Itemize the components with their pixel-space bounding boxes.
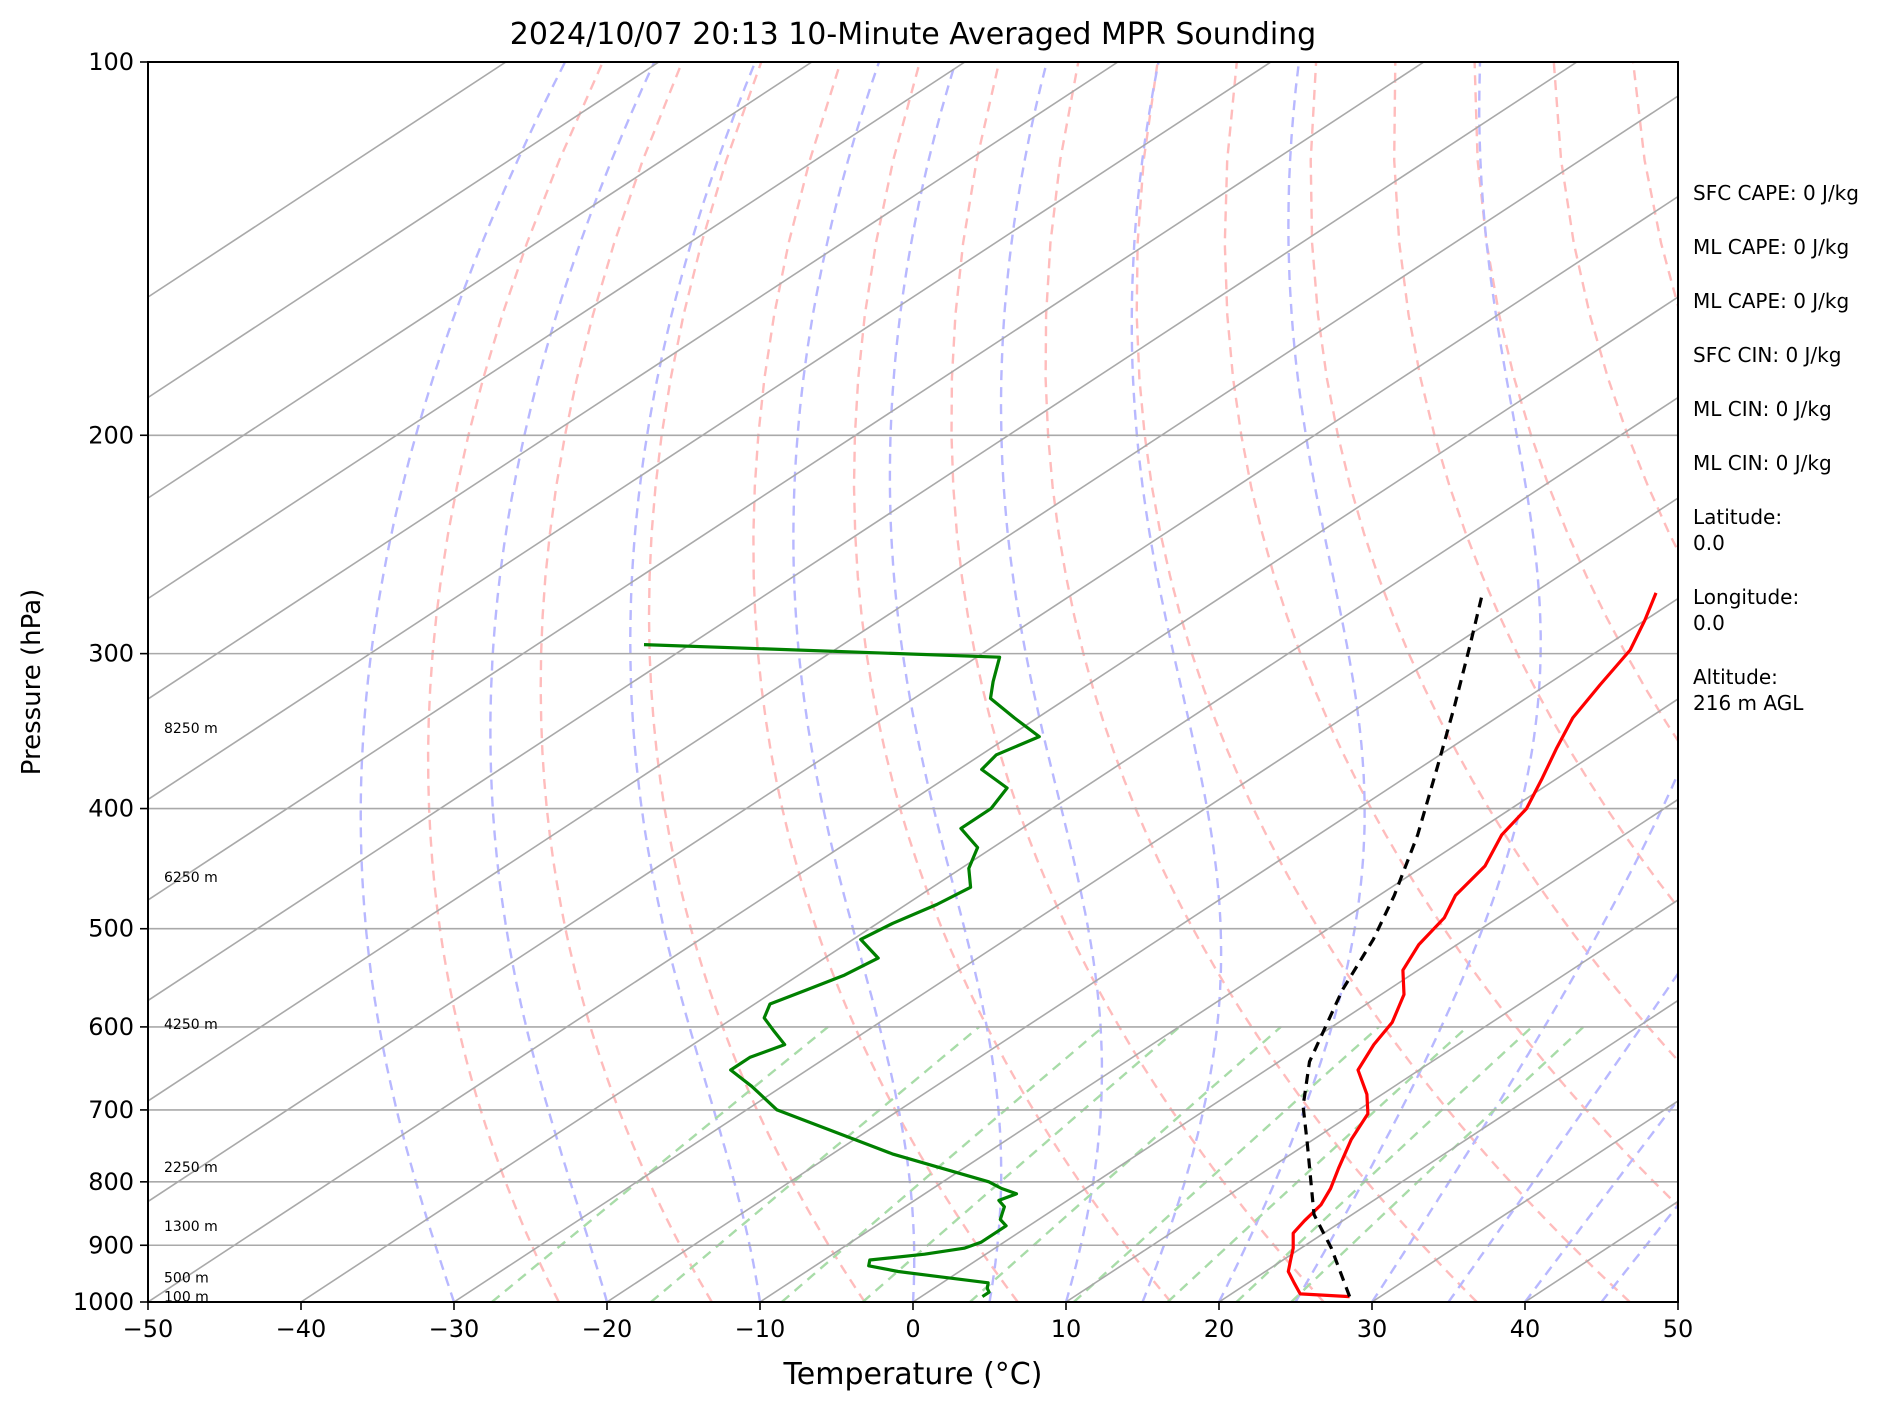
- isotherm-line: [300, 396, 1678, 1302]
- info-item: ML CAPE: 0 J/kg: [1693, 235, 1850, 259]
- isotherm-line: [148, 62, 813, 499]
- chart-title: 2024/10/07 20:13 10-Minute Averaged MPR …: [510, 17, 1316, 52]
- moist-adiabat-line: [359, 62, 567, 1302]
- moist-adiabat-line: [489, 62, 656, 1302]
- dewpoint-line: [643, 643, 1041, 1298]
- dry-adiabat-line: [1309, 62, 1678, 1063]
- info-item: SFC CIN: 0 J/kg: [1693, 343, 1842, 367]
- height-label: 500 m: [164, 1270, 209, 1286]
- x-tick-label: 30: [1357, 1315, 1388, 1343]
- dry-adiabat-line: [1223, 62, 1678, 1208]
- x-tick-label: −20: [582, 1315, 633, 1343]
- info-item: Latitude: 0.0: [1693, 505, 1783, 555]
- isotherm-line: [148, 95, 1678, 1102]
- x-tick-label: 50: [1663, 1315, 1694, 1343]
- mixing-ratio-line: [861, 1025, 1181, 1302]
- dry-adiabat-line: [647, 62, 866, 1302]
- x-tick-label: −50: [123, 1315, 174, 1343]
- y-tick-label: 900: [88, 1231, 134, 1259]
- y-tick-label: 300: [88, 640, 134, 668]
- isotherm-line: [148, 62, 1272, 801]
- height-label: 2250 m: [164, 1160, 218, 1176]
- moist-adiabat-line: [1371, 770, 1678, 1302]
- dry-adiabat-line: [539, 62, 713, 1302]
- isotherm-line: [606, 597, 1678, 1302]
- moist-adiabat-line: [629, 62, 762, 1302]
- dry-adiabat-line: [1135, 62, 1631, 1302]
- y-tick-label: 1000: [73, 1288, 134, 1316]
- dry-adiabat-line: [1044, 62, 1478, 1302]
- height-label: 4250 m: [164, 1017, 218, 1033]
- x-tick-label: −30: [429, 1315, 480, 1343]
- x-tick-label: −40: [276, 1315, 327, 1343]
- isotherm-line: [148, 195, 1678, 1203]
- moist-adiabat-line: [1217, 62, 1366, 1302]
- info-item: ML CIN: 0 J/kg: [1693, 451, 1832, 475]
- x-tick-label: −10: [735, 1315, 786, 1343]
- y-tick-label: 800: [88, 1168, 134, 1196]
- isotherm-line: [148, 62, 660, 399]
- moist-adiabat-line: [1294, 62, 1542, 1302]
- temperature-line: [1286, 592, 1658, 1299]
- isotherm-line: [148, 62, 1119, 700]
- sounding-info-panel: SFC CAPE: 0 J/kg ML CAPE: 0 J/kg ML CAPE: …: [1693, 180, 1888, 744]
- mixing-ratio-line: [969, 1025, 1282, 1302]
- info-item: SFC CAPE: 0 J/kg: [1693, 181, 1859, 205]
- x-tick-label: 0: [905, 1315, 920, 1343]
- isotherm-line: [1218, 999, 1678, 1302]
- y-tick-label: 600: [88, 1013, 134, 1041]
- x-axis-label: Temperature (°C): [783, 1357, 1043, 1392]
- mixing-ratio-line: [780, 1025, 1104, 1302]
- moist-adiabat-line: [1600, 1203, 1678, 1302]
- dry-adiabat-line: [426, 62, 604, 1302]
- dry-adiabat-line: [752, 62, 1019, 1302]
- plot-frame: [147, 61, 1679, 1303]
- parcel-line: [1301, 596, 1484, 1298]
- y-tick-label: 100: [88, 48, 134, 76]
- height-labels: 8250 m 6250 m 4250 m 2250 m 1300 m 500 m 100 m: [164, 721, 218, 1306]
- y-tick-label: 500: [88, 915, 134, 943]
- moist-adiabat-line: [999, 62, 1104, 1302]
- dry-adiabat-line: [852, 62, 1172, 1302]
- info-item: ML CIN: 0 J/kg: [1693, 397, 1832, 421]
- background-grid: [148, 62, 1678, 1302]
- y-axis: 100 200 300 400 500 600 700 800 900 1000: [73, 48, 148, 1316]
- y-axis-label: Pressure (hPa): [17, 589, 47, 776]
- x-tick-label: 20: [1204, 1315, 1235, 1343]
- moist-adiabat-line: [792, 62, 916, 1302]
- dry-adiabat-line: [1473, 62, 1678, 743]
- isotherm-line: [148, 62, 966, 600]
- series-layer: [643, 592, 1658, 1299]
- info-item: Longitude: 0.0: [1693, 585, 1800, 635]
- moist-adiabat-line: [888, 62, 1003, 1302]
- x-tick-label: 40: [1510, 1315, 1541, 1343]
- isotherm-line: [453, 497, 1678, 1302]
- height-label: 100 m: [164, 1290, 209, 1306]
- info-item: ML CAPE: 0 J/kg: [1693, 289, 1850, 313]
- y-tick-label: 200: [88, 421, 134, 449]
- isotherm-line: [148, 62, 1425, 901]
- moist-adiabat-line: [1447, 971, 1678, 1302]
- x-axis: −50 −40 −30 −20 −10 0 10 20 30 40 50: [123, 1302, 1694, 1343]
- dry-adiabat-line: [950, 62, 1325, 1302]
- isotherm-line: [148, 296, 1678, 1302]
- isotherm-line: [148, 62, 1578, 1002]
- moist-adiabat-line: [1524, 1097, 1678, 1302]
- y-tick-label: 400: [88, 795, 134, 823]
- x-tick-label: 10: [1051, 1315, 1082, 1343]
- isotherm-line: [759, 698, 1678, 1302]
- isotherm-line: [1065, 899, 1678, 1302]
- mixing-ratio-line: [491, 1025, 829, 1302]
- isotherm-line: [912, 798, 1678, 1302]
- height-label: 6250 m: [164, 870, 218, 886]
- height-label: 1300 m: [164, 1219, 218, 1235]
- moist-adiabat-line: [1130, 62, 1223, 1302]
- height-label: 8250 m: [164, 721, 218, 737]
- mixing-ratio-line: [650, 1025, 980, 1302]
- isotherm-line: [148, 62, 507, 298]
- info-item: Altitude: 216 m AGL: [1693, 665, 1804, 715]
- y-tick-label: 700: [88, 1096, 134, 1124]
